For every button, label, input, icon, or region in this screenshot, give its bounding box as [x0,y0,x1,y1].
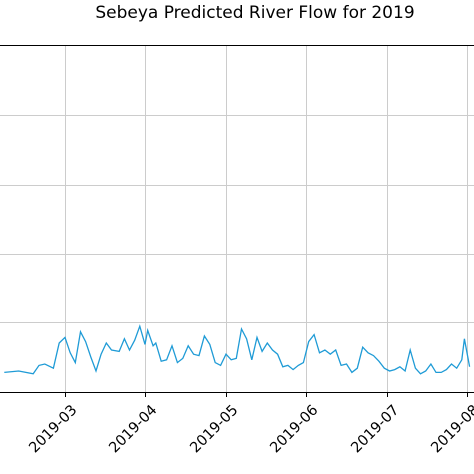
x-tick-label: 2019-08 [428,402,474,456]
x-tick-label: 2019-07 [348,402,402,456]
chart-title: Sebeya Predicted River Flow for 2019 [95,3,415,23]
x-axis-ticks: 2019-022019-032019-042019-052019-062019-… [26,392,474,456]
gridlines [0,45,474,393]
x-tick-label: 2019-04 [106,402,160,456]
plot-frame [0,45,474,393]
series-line [4,324,471,375]
x-tick-label: 2019-06 [267,402,321,456]
x-tick-label: 2019-05 [187,402,241,456]
x-tick-label: 2019-03 [26,402,80,456]
